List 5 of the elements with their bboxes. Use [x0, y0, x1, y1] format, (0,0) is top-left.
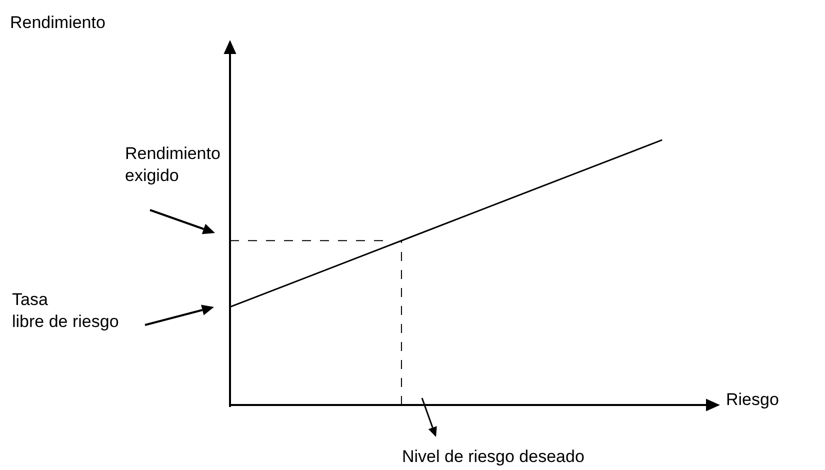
text: Rendimiento: [10, 13, 106, 32]
text: Tasa libre de riesgo: [12, 290, 119, 332]
x-axis-title: Riesgo: [726, 390, 779, 409]
text: Rendimiento exigido: [125, 144, 220, 186]
text: Nivel de riesgo deseado: [402, 447, 584, 466]
